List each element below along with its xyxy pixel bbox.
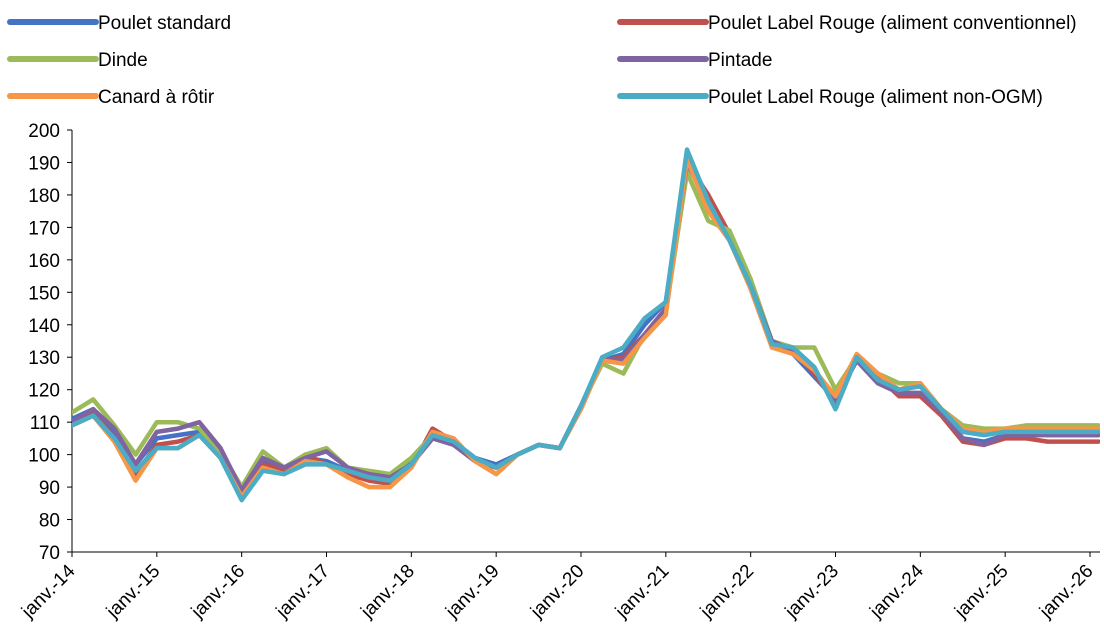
y-tick-label: 90 xyxy=(39,478,60,499)
plot-area xyxy=(72,147,1100,503)
y-tick-label: 70 xyxy=(39,543,60,564)
series-line-2 xyxy=(72,160,1100,493)
y-tick-label: 100 xyxy=(28,446,60,467)
y-tick-label: 120 xyxy=(28,381,60,402)
series-line-4 xyxy=(72,160,1100,493)
series-line-6 xyxy=(72,147,1100,503)
x-tick-label: janv.-26 xyxy=(1035,561,1097,623)
legend-entry: Dinde xyxy=(98,50,148,71)
axes: 70 80 90 100 110 120 130 140 150 160 170 180 190 200 j… xyxy=(17,121,1100,623)
x-tick-label: janv.-19 xyxy=(441,561,503,623)
x-tick-label: janv.-25 xyxy=(950,561,1012,623)
series-group xyxy=(72,147,1100,503)
x-tick-label: janv.-17 xyxy=(272,561,334,623)
x-tick-label: janv.-24 xyxy=(866,560,929,623)
y-tick-label: 130 xyxy=(28,348,60,369)
x-tick-label: janv.-16 xyxy=(187,561,249,623)
legend-entry: Poulet Label Rouge (aliment conventionne… xyxy=(708,13,1077,34)
x-tick-label: janv.-15 xyxy=(102,561,164,623)
series-line-5 xyxy=(72,156,1100,500)
x-tick-label: janv.-22 xyxy=(696,561,758,623)
y-tick-label: 140 xyxy=(28,316,60,337)
series-line-1 xyxy=(72,153,1100,493)
legend: Poulet standard Poulet Label Rouge (alime… xyxy=(7,13,1077,108)
y-tick-label: 170 xyxy=(28,218,60,239)
series-line-3 xyxy=(72,169,1100,490)
legend-entry: Poulet standard xyxy=(98,13,231,34)
y-tick-label: 180 xyxy=(28,186,60,207)
y-tick-label: 190 xyxy=(28,153,60,174)
y-tick-label: 200 xyxy=(28,121,60,142)
legend-entry: Poulet Label Rouge (aliment non-OGM) xyxy=(708,87,1043,108)
x-tick-label: janv.-14 xyxy=(17,560,80,623)
x-tick-label: janv.-20 xyxy=(526,561,588,623)
y-tick-label: 150 xyxy=(28,283,60,304)
x-tick-label: janv.-18 xyxy=(357,561,419,623)
y-tick-label: 80 xyxy=(39,511,60,532)
y-tick-label: 110 xyxy=(30,413,60,434)
y-tick-label: 160 xyxy=(28,251,60,272)
x-tick-label: janv.-23 xyxy=(781,561,843,623)
legend-entry: Canard à rôtir xyxy=(98,87,215,108)
legend-entry: Pintade xyxy=(708,50,772,71)
x-tick-label: janv.-21 xyxy=(611,561,673,623)
